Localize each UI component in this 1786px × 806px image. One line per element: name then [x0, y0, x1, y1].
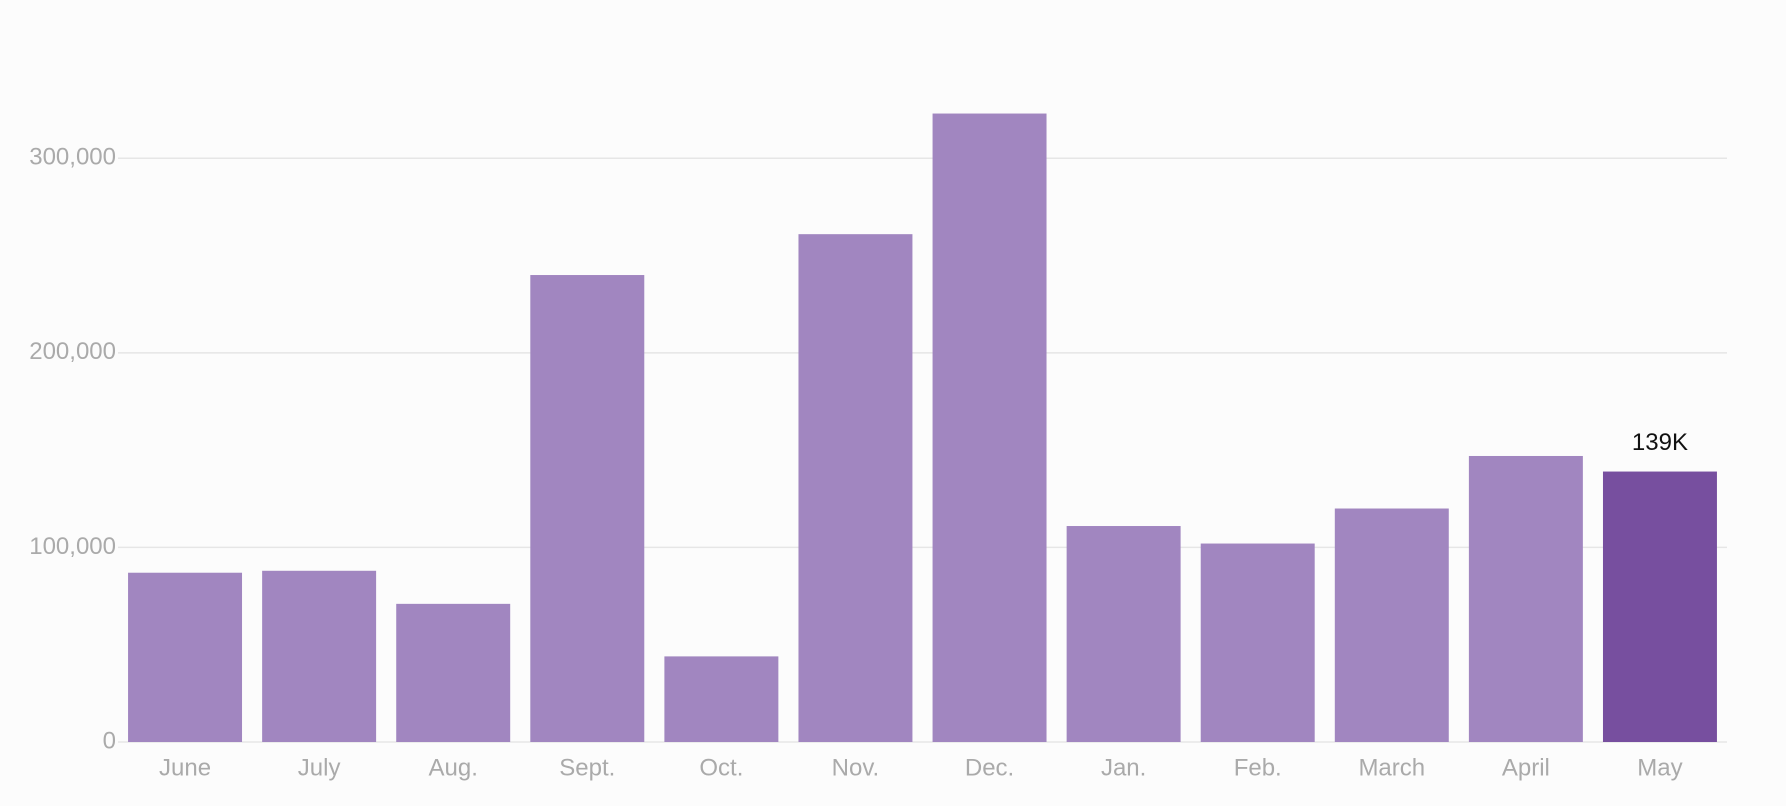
y-tick-label: 300,000 [29, 144, 116, 171]
bar [396, 603, 511, 742]
bar [1468, 455, 1583, 742]
x-tick-label: Nov. [832, 754, 880, 781]
bar [932, 113, 1047, 742]
x-tick-label: April [1502, 754, 1550, 781]
bar [798, 234, 913, 742]
bar [262, 570, 377, 742]
x-tick-label: Sept. [559, 754, 615, 781]
x-tick-label: Jan. [1101, 754, 1146, 781]
x-tick-label: June [159, 754, 211, 781]
bar [1334, 508, 1449, 742]
x-tick-label: July [298, 754, 341, 781]
bar [128, 572, 243, 742]
bar [664, 656, 779, 742]
bar [530, 275, 645, 742]
bar [1602, 471, 1717, 742]
bar [1200, 543, 1315, 742]
x-tick-label: Dec. [965, 754, 1014, 781]
value-label: 139K [1632, 429, 1688, 456]
x-tick-label: May [1637, 754, 1682, 781]
x-tick-label: Oct. [699, 754, 743, 781]
x-tick-label: Aug. [429, 754, 478, 781]
x-tick-label: March [1358, 754, 1425, 781]
x-tick-label: Feb. [1234, 754, 1282, 781]
y-tick-label: 200,000 [29, 338, 116, 365]
y-tick-label: 100,000 [29, 533, 116, 560]
bar [1066, 526, 1181, 742]
y-tick-label: 0 [103, 727, 116, 754]
